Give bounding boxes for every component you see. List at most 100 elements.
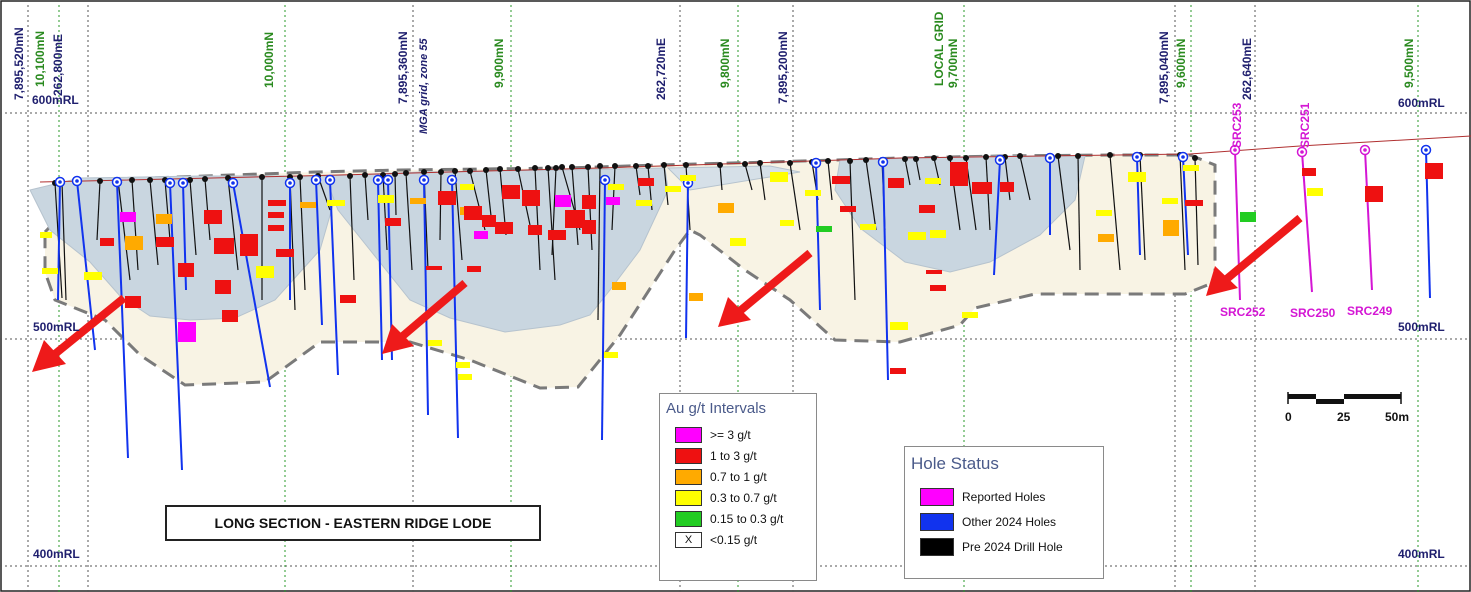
- au-legend-rows: >= 3 g/t 1 to 3 g/t 0.7 to 1 g/t 0.3 to 0.7…: [660, 424, 816, 550]
- grid-label-7895520mn: 7,895,520mN: [12, 27, 26, 100]
- au-interval: [327, 200, 345, 206]
- collar-dot: [585, 164, 591, 170]
- hole-label-src251: SRC251: [1298, 102, 1312, 148]
- pit-shell-ridge: [666, 165, 801, 191]
- au-interval: [908, 232, 926, 240]
- hole-legend-swatch: [920, 512, 954, 531]
- collar-dot: [483, 167, 489, 173]
- pre-2024-hole: [571, 166, 579, 246]
- au-interval: [276, 249, 294, 257]
- au-interval: [1183, 165, 1199, 171]
- au-legend-swatch: [675, 468, 702, 485]
- scale-label-0: 0: [1285, 410, 1292, 424]
- collar-dot: [683, 162, 689, 168]
- collar-ring-centre: [881, 160, 885, 164]
- collar-dot: [757, 160, 763, 166]
- collar-ring-centre: [814, 161, 818, 165]
- other-2024-hole: [993, 159, 1001, 276]
- au-interval: [925, 178, 941, 184]
- au-interval: [1425, 163, 1443, 179]
- pre-2024-hole: [189, 179, 197, 256]
- pre-2024-hole: [547, 167, 556, 281]
- scale-bar-graphic: [1287, 392, 1402, 404]
- other-2024-hole: [57, 181, 61, 301]
- pre-2024-hole: [299, 176, 306, 291]
- pre-2024-hole: [1019, 155, 1031, 201]
- au-interval: [1096, 210, 1112, 216]
- pre-2024-hole: [719, 164, 723, 191]
- au-legend-item: 0.15 to 0.3 g/t: [675, 508, 816, 529]
- collar-ring-centre: [1181, 155, 1185, 159]
- au-interval: [464, 206, 482, 220]
- collar-ring-centre: [328, 178, 332, 182]
- au-interval: [919, 205, 935, 213]
- grid-label-262800me: 262,800mE: [51, 33, 65, 96]
- au-interval: [214, 238, 234, 254]
- collar-dot: [717, 162, 723, 168]
- au-legend-item: 0.7 to 1 g/t: [675, 466, 816, 487]
- collar-dot: [452, 168, 458, 174]
- hole-legend-rows: Reported Holes Other 2024 Holes Pre 2024 D…: [905, 484, 1103, 559]
- collar-dot: [742, 161, 748, 167]
- au-legend-label: >= 3 g/t: [710, 427, 751, 442]
- au-interval: [482, 215, 496, 227]
- au-interval: [42, 268, 58, 274]
- grid-label-9700mn: 9,700mN: [946, 38, 960, 88]
- collar-dot: [983, 154, 989, 160]
- reported-hole: [1234, 149, 1241, 301]
- au-legend-item: X <0.15 g/t: [675, 529, 816, 550]
- au-interval: [718, 203, 734, 213]
- au-interval: [888, 178, 904, 188]
- au-interval: [780, 220, 794, 226]
- au-interval: [1163, 220, 1179, 236]
- collar-dot: [467, 168, 473, 174]
- au-interval: [840, 206, 856, 212]
- au-legend-swatch: [675, 489, 702, 506]
- au-interval: [730, 238, 746, 246]
- hole-label-src250: SRC250: [1290, 306, 1336, 320]
- collar-dot: [947, 155, 953, 161]
- grid-label-9900mn: 9,900mN: [492, 38, 506, 88]
- au-interval: [555, 195, 571, 207]
- au-interval: [930, 285, 946, 291]
- scale-label-25: 25: [1337, 410, 1351, 424]
- collar-dot: [532, 165, 538, 171]
- pre-2024-hole: [382, 174, 388, 251]
- au-interval: [770, 172, 788, 182]
- collar-dot: [612, 163, 618, 169]
- grid-label-mga-zone: MGA grid, zone 55: [418, 38, 430, 134]
- collar-dot: [661, 162, 667, 168]
- pre-2024-hole: [1109, 154, 1121, 271]
- au-interval: [256, 266, 274, 278]
- au-interval: [608, 184, 624, 190]
- hole-label-src252: SRC252: [1220, 305, 1266, 319]
- pre-2024-hole: [61, 181, 67, 301]
- au-interval: [548, 230, 566, 240]
- au-interval: [926, 270, 942, 274]
- collar-dot: [297, 174, 303, 180]
- collar-dot: [147, 177, 153, 183]
- pre-2024-hole: [349, 175, 355, 281]
- au-interval: [689, 293, 703, 301]
- au-legend-item: 1 to 3 g/t: [675, 445, 816, 466]
- grid-label-7895200mn: 7,895,200mN: [776, 31, 790, 104]
- pre-2024-hole: [394, 173, 397, 216]
- au-interval: [972, 182, 992, 194]
- hole-legend-swatch: [920, 487, 954, 506]
- rl-label-500-left: 500mRL: [33, 320, 80, 334]
- collar-dot: [438, 169, 444, 175]
- collar-ring-centre: [1300, 150, 1304, 154]
- au-interval: [84, 272, 102, 280]
- au-interval: [156, 237, 174, 247]
- au-interval: [426, 266, 442, 270]
- collar-ring-centre: [1363, 148, 1367, 152]
- au-interval: [636, 200, 652, 206]
- au-interval: [438, 191, 456, 205]
- au-interval: [156, 214, 172, 224]
- au-interval: [467, 266, 481, 272]
- au-legend-swatch: [675, 426, 702, 443]
- au-interval: [222, 310, 238, 322]
- au-interval: [474, 231, 488, 239]
- collar-dot: [963, 155, 969, 161]
- grid-label-9600mn: 9,600mN: [1174, 38, 1188, 88]
